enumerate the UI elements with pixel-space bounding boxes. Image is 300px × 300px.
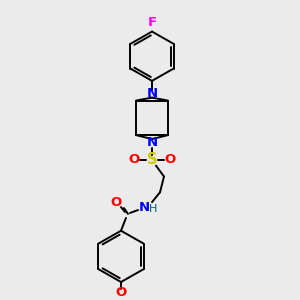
Text: O: O (110, 196, 122, 208)
Text: S: S (147, 152, 157, 167)
Text: F: F (147, 16, 157, 29)
Text: N: N (138, 201, 150, 214)
Text: N: N (146, 136, 158, 149)
Text: N: N (146, 87, 158, 100)
Text: O: O (128, 153, 140, 166)
Text: O: O (164, 153, 175, 166)
Text: O: O (116, 286, 127, 299)
Text: H: H (149, 204, 157, 214)
